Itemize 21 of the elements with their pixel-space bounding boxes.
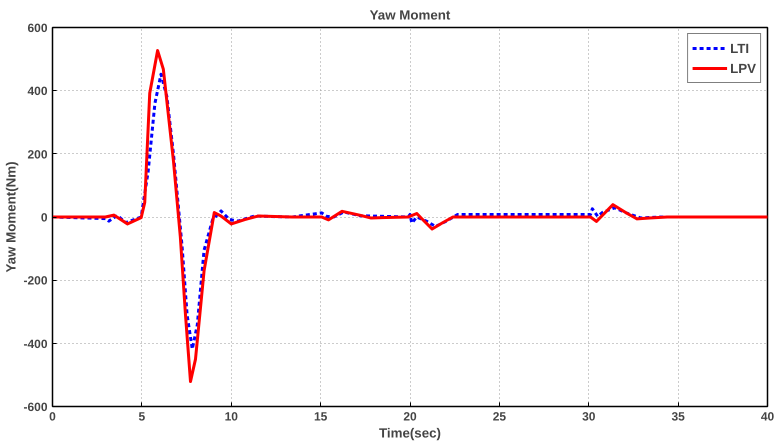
- x-tick-label: 40: [760, 410, 774, 424]
- y-tick-label: 0: [40, 210, 48, 224]
- legend-label: LTI: [730, 40, 750, 56]
- y-tick-label: 200: [27, 147, 48, 162]
- x-tick-label: 10: [224, 410, 238, 424]
- x-axis-title: Time(sec): [379, 426, 441, 440]
- x-tick-label: 20: [403, 410, 417, 424]
- y-tick-label: 400: [27, 84, 48, 98]
- x-tick-label: 15: [314, 410, 328, 424]
- x-tick-label: 30: [582, 410, 596, 424]
- x-tick-label: 0: [49, 410, 56, 424]
- y-tick-label: -400: [23, 336, 48, 351]
- x-tick-label: 35: [671, 410, 686, 424]
- legend-label: LPV: [730, 60, 756, 76]
- y-tick-label: 600: [27, 21, 48, 35]
- x-tick-label: 25: [492, 410, 506, 424]
- y-tick-label: -200: [23, 274, 48, 288]
- y-tick-label: -600: [23, 400, 48, 414]
- y-axis-title: Yaw Moment(Nm): [3, 161, 18, 273]
- chart-title: Yaw Moment: [370, 8, 451, 22]
- x-tick-label: 5: [138, 410, 146, 424]
